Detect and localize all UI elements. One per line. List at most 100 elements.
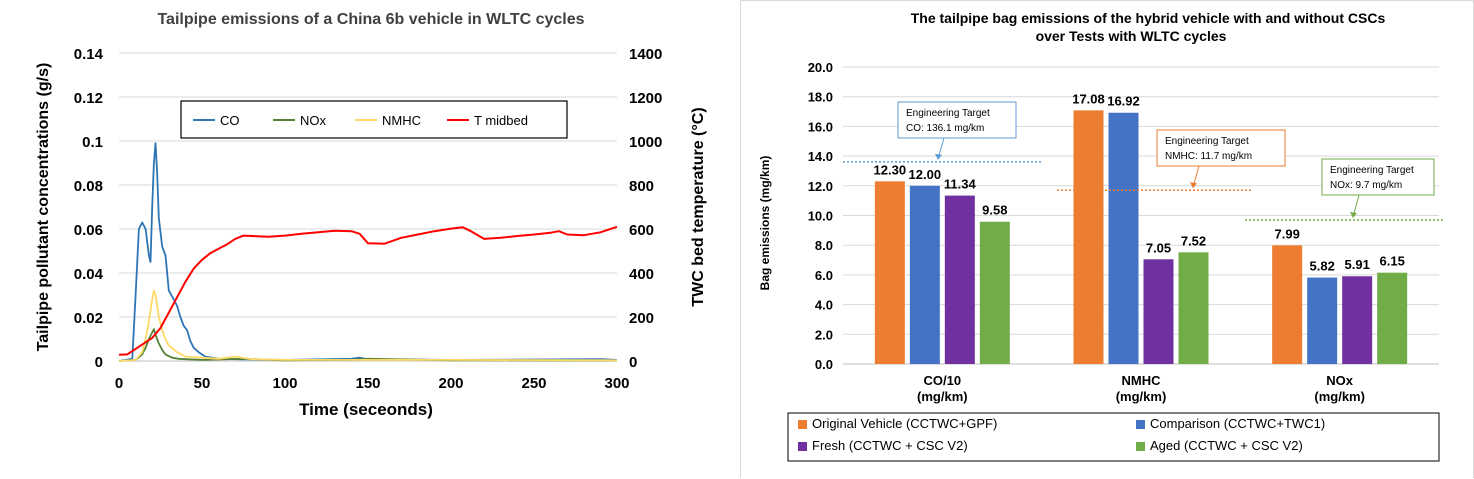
bar [874,181,905,364]
category-label: NOx [1326,373,1354,388]
bar [1143,259,1174,364]
bar-value-label: 7.05 [1146,240,1171,255]
target-callout-arrowhead [1350,211,1357,218]
legend-swatch [1136,420,1145,429]
series-line-co [118,142,618,362]
bar-chart-panel: The tailpipe bag emissions of the hybrid… [740,0,1474,478]
series-line-nox [118,328,618,362]
bar-value-label: 12.00 [909,167,942,182]
category-label: NMHC [1122,373,1162,388]
y-axis-title: Bag emissions (mg/km) [758,156,772,291]
bar [1073,110,1104,364]
line-chart: Tailpipe emissions of a China 6b vehicle… [35,11,707,419]
y-axis-title: Tailpipe pollutant concentrations (g/s) [35,63,52,352]
bar [1342,276,1373,364]
y-tick-label: 0.12 [74,90,103,107]
target-callout-title: Engineering Target [906,108,990,119]
y-tick-label: 16.0 [808,119,833,134]
legend-label: T midbed [474,113,528,128]
y-tick-label: 6.0 [815,268,833,283]
y-tick-label: 10.0 [808,209,833,224]
bar-value-label: 17.08 [1072,91,1105,106]
bar-value-label: 12.30 [874,162,907,177]
category-label: CO/10 [924,373,962,388]
x-tick-label: 0 [115,375,123,392]
bar [909,185,940,364]
y-tick-label: 0.06 [74,222,103,239]
target-callout-title: Engineering Target [1165,136,1249,147]
y2-tick-label: 1400 [629,46,662,63]
legend-box [180,100,568,139]
bar-value-label: 5.82 [1310,259,1335,274]
target-callout-box [1156,129,1286,167]
line-chart-panel: Tailpipe emissions of a China 6b vehicle… [0,0,733,478]
y-tick-label: 2.0 [815,327,833,342]
y2-tick-label: 400 [629,266,654,283]
y2-tick-label: 600 [629,222,654,239]
legend-label: Original Vehicle (CCTWC+GPF) [812,416,997,431]
y-tick-label: 0.02 [74,310,103,327]
chart-title: Tailpipe emissions of a China 6b vehicle… [157,11,584,28]
x-tick-label: 200 [438,375,463,392]
bar [1307,277,1338,364]
target-callout-box [1321,158,1435,196]
y2-tick-label: 1200 [629,90,662,107]
y-tick-label: 0.0 [815,357,833,372]
bar [1108,112,1139,364]
legend-label: CO [220,113,240,128]
bar [1377,272,1408,364]
bar-chart: The tailpipe bag emissions of the hybrid… [758,10,1445,462]
bar [1178,252,1209,364]
legend-label: NOx [300,113,327,128]
target-callout-box [897,101,1017,139]
y2-axis-title: TWC bed temperature (°C) [690,107,707,306]
legend-label: Aged (CCTWC + CSC V2) [1150,438,1303,453]
y-tick-label: 0.14 [74,46,104,63]
bar-value-label: 7.99 [1275,226,1300,241]
x-axis-title: Time (seceonds) [299,400,433,419]
legend-label: Fresh (CCTWC + CSC V2) [812,438,968,453]
target-callout-value: CO: 136.1 mg/km [906,123,984,134]
bar-value-label: 9.58 [982,203,1007,218]
y-tick-label: 20.0 [808,60,833,75]
y-tick-label: 14.0 [808,149,833,164]
bar-value-label: 7.52 [1181,233,1206,248]
target-callout-value: NOx: 9.7 mg/km [1330,180,1402,191]
y2-tick-label: 1000 [629,134,662,151]
legend-swatch [1136,442,1145,451]
target-callout-arrowhead [935,153,942,160]
target-callout-title: Engineering Target [1330,165,1414,176]
bar-value-label: 5.91 [1345,257,1370,272]
y2-tick-label: 200 [629,310,654,327]
legend-swatch [798,420,807,429]
chart-title: The tailpipe bag emissions of the hybrid… [911,10,1386,26]
legend-label: NMHC [382,113,421,128]
y-tick-label: 0.04 [74,266,104,283]
bar-value-label: 11.34 [944,177,977,192]
target-callout-value: NMHC: 11.7 mg/km [1165,151,1252,162]
y-tick-label: 0.08 [74,178,103,195]
category-unit-label: (mg/km) [1314,389,1365,404]
legend-swatch [798,442,807,451]
category-unit-label: (mg/km) [1116,389,1167,404]
x-tick-label: 50 [194,375,211,392]
legend-label: Comparison (CCTWC+TWC1) [1150,416,1325,431]
bar [1272,245,1303,364]
y-tick-label: 8.0 [815,238,833,253]
bar [979,221,1010,364]
x-tick-label: 300 [604,375,629,392]
x-tick-label: 150 [355,375,380,392]
y-tick-label: 4.0 [815,298,833,313]
series-line-nmhc [118,289,618,362]
bar-value-label: 6.15 [1380,254,1405,269]
y-tick-label: 12.0 [808,179,833,194]
chart-subtitle: over Tests with WLTC cycles [1036,28,1227,44]
y-tick-label: 18.0 [808,90,833,105]
category-unit-label: (mg/km) [917,389,968,404]
y2-tick-label: 800 [629,178,654,195]
bar [944,195,975,364]
x-tick-label: 250 [521,375,546,392]
x-tick-label: 100 [272,375,297,392]
y2-tick-label: 0 [629,354,637,371]
bar-value-label: 16.92 [1107,94,1140,109]
